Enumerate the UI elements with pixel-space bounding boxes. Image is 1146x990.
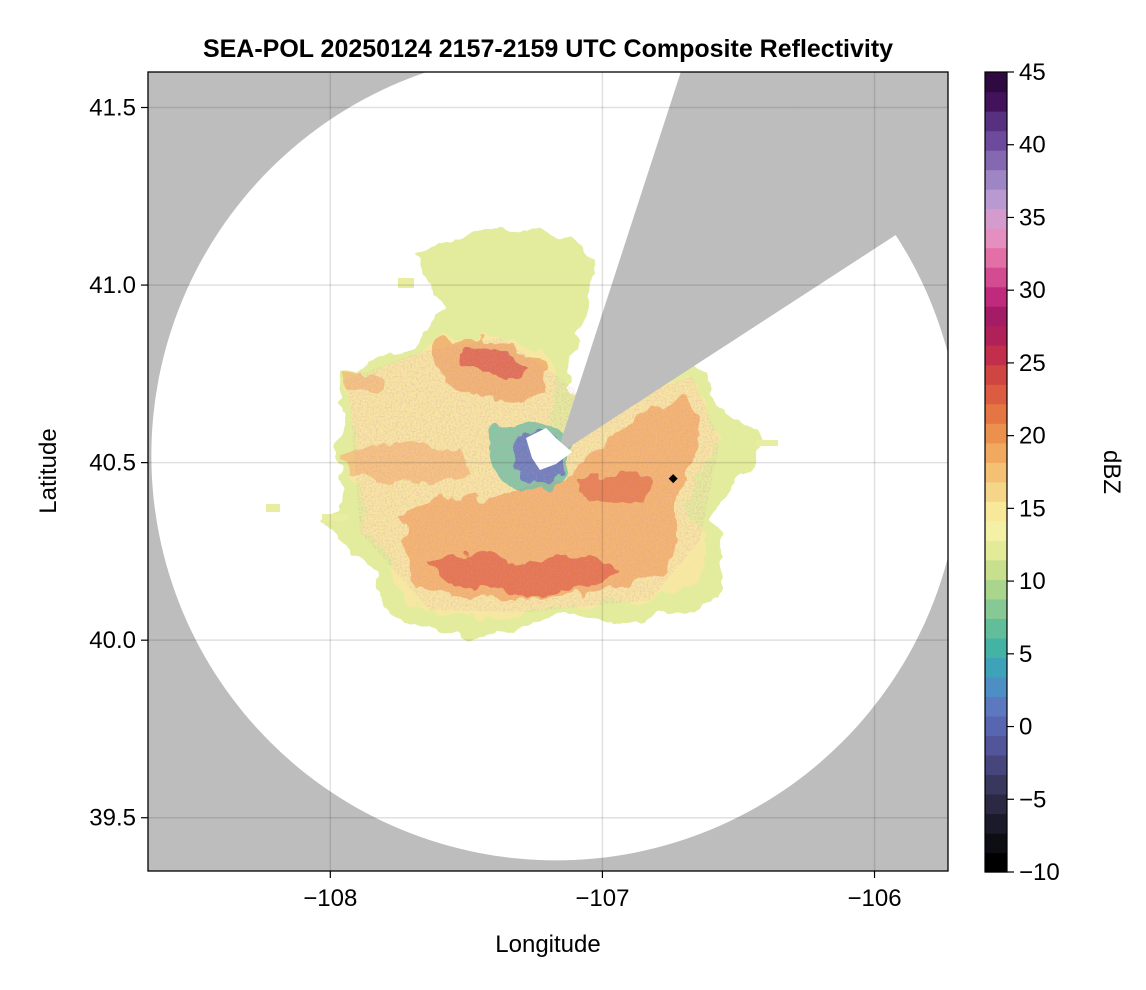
colorbar-segment: [985, 130, 1007, 151]
colorbar-segment: [985, 111, 1007, 132]
colorbar-segment: [985, 579, 1007, 600]
colorbar-segment: [985, 813, 1007, 834]
blocked-sector: [556, 72, 913, 456]
colorbar-segment: [985, 423, 1007, 444]
y-axis-label: Latitude: [35, 428, 62, 513]
x-axis: −108 −107 −106: [303, 871, 902, 912]
colorbar-segment: [985, 501, 1007, 522]
colorbar-segment: [985, 442, 1007, 463]
plot-area: [148, 72, 948, 871]
colorbar-tick-label: 10: [1019, 568, 1046, 595]
colorbar-segment: [985, 228, 1007, 249]
colorbar-segment: [985, 559, 1007, 580]
colorbar-segment: [985, 364, 1007, 385]
y-tick-label: 39.5: [89, 805, 136, 832]
colorbar-segment: [985, 754, 1007, 776]
echo-outliers: [266, 278, 778, 521]
colorbar-tick-label: 40: [1019, 132, 1046, 159]
colorbar-segment: [985, 637, 1007, 658]
echo-outlier: [322, 514, 348, 521]
colorbar-frame: [984, 71, 1008, 873]
colorbar-segment: [985, 520, 1007, 541]
colorbar-tick-label: 35: [1019, 204, 1046, 231]
colorbar-segment: [985, 91, 1007, 112]
colorbar-segment: [985, 169, 1007, 190]
colorbar-segment: [985, 598, 1007, 619]
colorbar-segment: [985, 345, 1007, 366]
echo-outlier: [398, 278, 414, 288]
colorbar-tick-label: −10: [1019, 859, 1060, 886]
colorbar-tick-label: 0: [1019, 714, 1032, 741]
colorbar-segment: [985, 832, 1007, 854]
chart-title: SEA-POL 20250124 2157-2159 UTC Composite…: [203, 35, 893, 63]
colorbar-segment: [985, 208, 1007, 229]
colorbar-segment: [985, 618, 1007, 639]
colorbar-segment: [985, 715, 1007, 737]
colorbar-segment: [985, 403, 1007, 424]
colorbar-segment: [985, 657, 1007, 678]
y-tick-label: 41.0: [89, 272, 136, 299]
colorbar-segment: [985, 676, 1007, 697]
echo-outlier: [756, 440, 778, 446]
echo-outlier: [266, 504, 280, 512]
colorbar-segment: [985, 793, 1007, 815]
colorbar-segment: [985, 540, 1007, 561]
colorbar-segment: [985, 384, 1007, 405]
grid-lines: [148, 72, 948, 871]
x-tick-label: −106: [847, 885, 901, 912]
plot-frame: [147, 71, 949, 872]
x-tick-label: −107: [575, 885, 629, 912]
colorbar-segment: [985, 189, 1007, 210]
colorbar-tick-label: 30: [1019, 277, 1046, 304]
colorbar-segment: [985, 306, 1007, 327]
colorbar-segment: [985, 72, 1007, 93]
y-tick-label: 40.0: [89, 627, 136, 654]
colorbar-segment: [985, 247, 1007, 268]
colorbar-segment: [985, 774, 1007, 795]
x-axis-label: Longitude: [495, 931, 600, 958]
colorbar-segment: [985, 150, 1007, 171]
y-tick-label: 41.5: [89, 95, 136, 122]
colorbar-segment: [985, 852, 1007, 873]
colorbar-segment: [985, 286, 1007, 307]
colorbar-segment: [985, 462, 1007, 483]
colorbar-tick-label: 25: [1019, 350, 1046, 377]
colorbar-segment: [985, 267, 1007, 288]
y-axis: 39.5 40.0 40.5 41.0 41.5: [89, 95, 148, 832]
colorbar-segment: [985, 325, 1007, 346]
colorbar-tick-label: 20: [1019, 423, 1046, 450]
location-marker-diamond: [668, 474, 678, 484]
y-tick-label: 40.5: [89, 450, 136, 477]
near-radar-gap: [526, 428, 572, 470]
colorbar-tick-label: 5: [1019, 641, 1032, 668]
colorbar-tick-label: 45: [1019, 59, 1046, 86]
colorbar-segment: [985, 696, 1007, 717]
colorbar-label: dBZ: [1098, 450, 1125, 494]
colorbar-segment: [985, 481, 1007, 502]
colorbar-segment: [985, 735, 1007, 756]
colorbar-ticks: −10 −5 0 5 10 15 20 25 30 35 40 45: [1007, 59, 1060, 886]
colorbar: [985, 72, 1007, 873]
x-tick-label: −108: [303, 885, 357, 912]
colorbar-tick-label: 15: [1019, 495, 1046, 522]
colorbar-tick-label: −5: [1019, 786, 1046, 813]
